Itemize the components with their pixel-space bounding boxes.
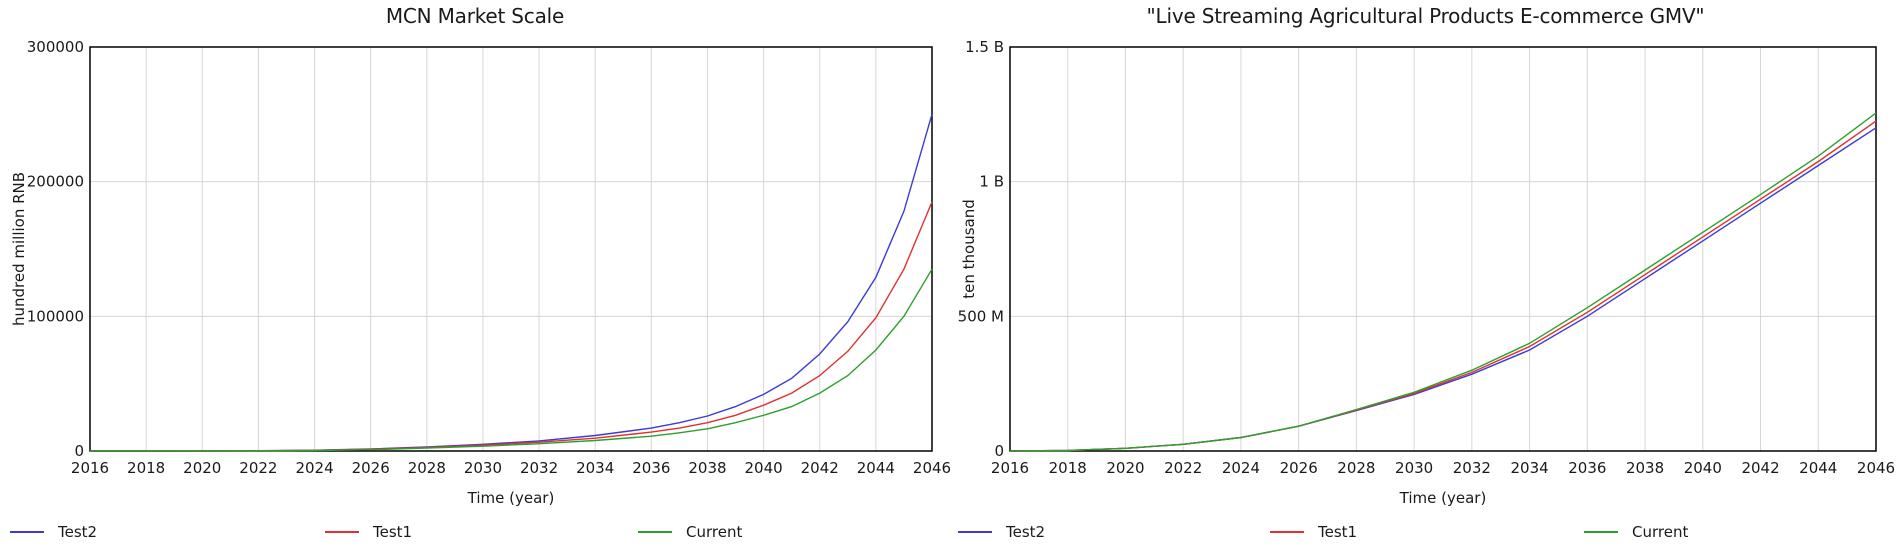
- x-tick-label: 2022: [239, 459, 277, 477]
- legend-label: Test2: [1006, 523, 1046, 541]
- x-tick-label: 2034: [1511, 459, 1549, 477]
- plot-frame: [1009, 46, 1877, 452]
- x-tick-label: 2042: [801, 459, 839, 477]
- y-axis-title: hundred million RNB: [10, 172, 28, 326]
- series-line-current: [90, 268, 933, 452]
- y-tick-label: 0: [74, 442, 84, 460]
- y-axis-title: ten thousand: [960, 199, 978, 299]
- x-tick-label: 2018: [127, 459, 165, 477]
- legend-swatch: [10, 531, 44, 533]
- x-tick-label: 2020: [1106, 459, 1144, 477]
- legend-label: Test1: [1318, 523, 1358, 541]
- x-axis-title: Time (year): [467, 489, 555, 507]
- x-tick-label: 2028: [1337, 459, 1375, 477]
- x-tick-label: 2040: [745, 459, 783, 477]
- legend-swatch: [638, 531, 672, 533]
- x-tick-label: 2026: [1280, 459, 1318, 477]
- legend-label: Current: [1632, 523, 1689, 541]
- x-tick-label: 2034: [576, 459, 614, 477]
- x-tick-label: 2030: [464, 459, 502, 477]
- legend-swatch: [958, 531, 992, 533]
- x-axis-title: Time (year): [1399, 489, 1487, 507]
- x-tick-label: 2046: [913, 459, 950, 477]
- y-tick-label: 1 B: [979, 173, 1004, 191]
- plot-frame: [89, 46, 933, 452]
- legend-item-test1: Test1: [325, 520, 412, 544]
- series-line-test1: [1009, 120, 1877, 452]
- chart-legend: Test2 Test1 Current: [0, 520, 950, 544]
- legend-label: Test1: [373, 523, 413, 541]
- legend-label: Current: [686, 523, 743, 541]
- chart-title: "Live Streaming Agricultural Products E-…: [1146, 4, 1705, 28]
- x-tick-label: 2016: [71, 459, 109, 477]
- legend-label: Test2: [58, 523, 98, 541]
- x-tick-label: 2040: [1684, 459, 1722, 477]
- chart-panel-mcn: MCN Market Scale 2016 2018 2020 2022 2024 202…: [0, 0, 950, 556]
- legend-swatch: [1584, 531, 1618, 533]
- x-tick-label: 2046: [1857, 459, 1895, 477]
- chart-legend: Test2 Test1 Current: [950, 520, 1901, 544]
- x-tick-label: 2036: [1568, 459, 1606, 477]
- y-tick-label: 500 M: [958, 307, 1004, 325]
- plot-area: 2016 2018 2020 2022 2024 2026 2028 2030 2032 2034…: [958, 38, 1895, 507]
- y-tick-label: 1.5 B: [965, 38, 1004, 56]
- x-tick-label: 2024: [1222, 459, 1260, 477]
- y-tick-label: 300000: [27, 38, 84, 56]
- legend-item-current: Current: [1584, 520, 1688, 544]
- x-tick-label: 2022: [1164, 459, 1202, 477]
- y-tick-label: 0: [994, 442, 1004, 460]
- chart-title: MCN Market Scale: [385, 4, 565, 28]
- y-tick-label: 200000: [27, 173, 84, 191]
- plot-area: 2016 2018 2020 2022 2024 2026 2028 2030 2032 2034…: [10, 38, 950, 507]
- x-tick-label: 2032: [1453, 459, 1491, 477]
- legend-item-test2: Test2: [958, 520, 1045, 544]
- x-tick-label: 2044: [1799, 459, 1837, 477]
- y-tick-label: 100000: [27, 307, 84, 325]
- x-tick-label: 2020: [183, 459, 221, 477]
- x-tick-label: 2032: [520, 459, 558, 477]
- x-tick-label: 2030: [1395, 459, 1433, 477]
- chart-panel-gmv: "Live Streaming Agricultural Products E-…: [950, 0, 1901, 556]
- x-tick-label: 2026: [352, 459, 390, 477]
- x-tick-label: 2028: [408, 459, 446, 477]
- x-tick-label: 2038: [688, 459, 726, 477]
- legend-item-current: Current: [638, 520, 742, 544]
- series-line-test1: [90, 201, 933, 452]
- series-line-test2: [1009, 127, 1877, 452]
- x-tick-label: 2018: [1049, 459, 1087, 477]
- x-tick-label: 2016: [991, 459, 1029, 477]
- x-tick-label: 2024: [295, 459, 333, 477]
- series-line-current: [1009, 112, 1877, 452]
- x-tick-label: 2036: [632, 459, 670, 477]
- legend-swatch: [1270, 531, 1304, 533]
- legend-swatch: [325, 531, 359, 533]
- legend-item-test2: Test2: [10, 520, 97, 544]
- x-tick-label: 2042: [1741, 459, 1779, 477]
- x-tick-label: 2038: [1626, 459, 1664, 477]
- x-tick-label: 2044: [857, 459, 895, 477]
- legend-item-test1: Test1: [1270, 520, 1357, 544]
